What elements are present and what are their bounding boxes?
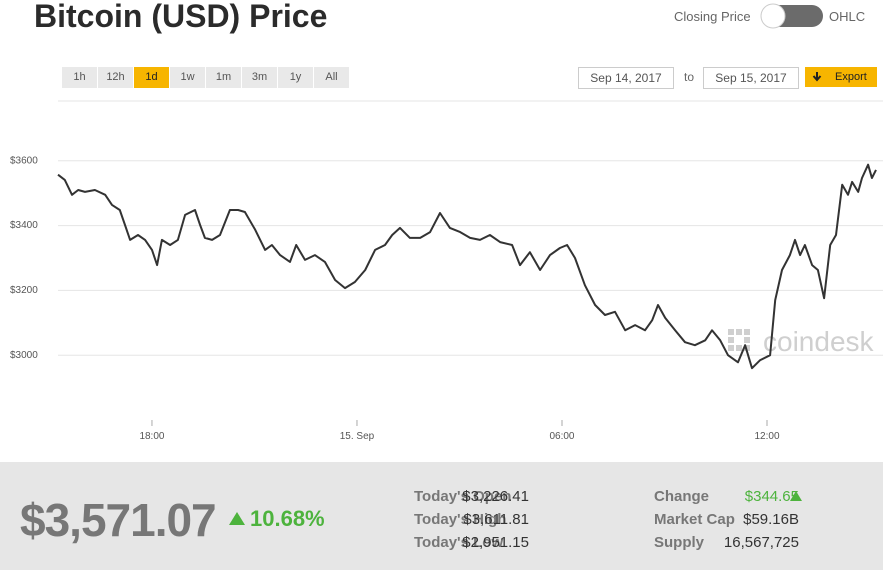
up-arrow — [229, 512, 245, 525]
toggle-switch[interactable] — [760, 3, 824, 29]
stat-label: Today's High — [414, 511, 507, 528]
watermark-dot — [736, 329, 742, 335]
stat-value: $3,226.41 — [462, 488, 529, 505]
chart: $3000 $3200 $3400 $3600 18:00 15. Sep 06:00 12:… — [10, 100, 883, 442]
watermark-dot — [728, 337, 734, 343]
range-button[interactable]: 1y — [278, 67, 313, 88]
stat-label: Today's Low — [414, 534, 504, 551]
date-separator: to — [684, 70, 695, 84]
export-icon — [812, 72, 822, 82]
y-tick-label: $3200 — [10, 285, 38, 296]
stat-value: 16,567,725 — [723, 534, 799, 551]
y-tick-label: $3400 — [10, 220, 38, 231]
stats-panel — [0, 462, 883, 570]
stat-value: $2,951.15 — [462, 534, 529, 551]
y-tick-label: $3600 — [10, 155, 38, 166]
date-input[interactable]: Sep 14, 2017 — [578, 67, 674, 89]
watermark-dot — [744, 337, 750, 343]
x-tick-label: 15. Sep — [340, 431, 375, 442]
price-line — [57, 163, 877, 370]
range-button[interactable]: 12h — [98, 67, 133, 88]
watermark-dot — [728, 329, 734, 335]
watermark-dot — [744, 345, 750, 351]
watermark — [728, 329, 750, 351]
watermark-dot — [744, 329, 750, 335]
range-button[interactable]: 3m — [242, 67, 277, 88]
stat-label: Today's Open — [414, 488, 512, 505]
current-price: $3,571.07 — [20, 494, 217, 546]
export-label: Export — [835, 71, 867, 83]
page-title: Bitcoin (USD) Price — [34, 0, 328, 34]
watermark-text: coindesk — [763, 326, 875, 357]
watermark-dot — [736, 345, 742, 351]
toggle-label[interactable]: OHLC — [829, 9, 866, 24]
change-percent: 10.68% — [250, 506, 325, 531]
x-tick-label: 18:00 — [139, 431, 164, 442]
y-tick-label: $3000 — [10, 350, 38, 361]
change-arrow — [790, 491, 802, 501]
range-button[interactable]: 1m — [206, 67, 241, 88]
range-buttons: 1h 12h 1d 1w 1m 3m 1y All — [62, 67, 349, 88]
range-button[interactable]: All — [314, 67, 349, 88]
range-button[interactable]: 1w — [170, 67, 205, 88]
x-tick-label: 06:00 — [549, 431, 574, 442]
toggle-knob — [760, 3, 786, 29]
toggle-label[interactable]: Closing Price — [674, 9, 751, 24]
watermark-dot — [728, 345, 734, 351]
stat-value: $3,611.81 — [463, 511, 529, 528]
range-button[interactable]: 1d — [134, 67, 169, 88]
export-button[interactable]: Export — [805, 67, 877, 87]
stat-value: $59.16B — [743, 511, 799, 528]
stat-label: Supply — [654, 534, 705, 551]
stat-label: Change — [654, 488, 710, 505]
stat-value: $344.65 — [744, 488, 799, 505]
range-button[interactable]: 1h — [62, 67, 97, 88]
x-tick-label: 12:00 — [754, 431, 779, 442]
stat-label: Market Cap — [654, 511, 735, 528]
date-input[interactable]: Sep 15, 2017 — [703, 67, 799, 89]
